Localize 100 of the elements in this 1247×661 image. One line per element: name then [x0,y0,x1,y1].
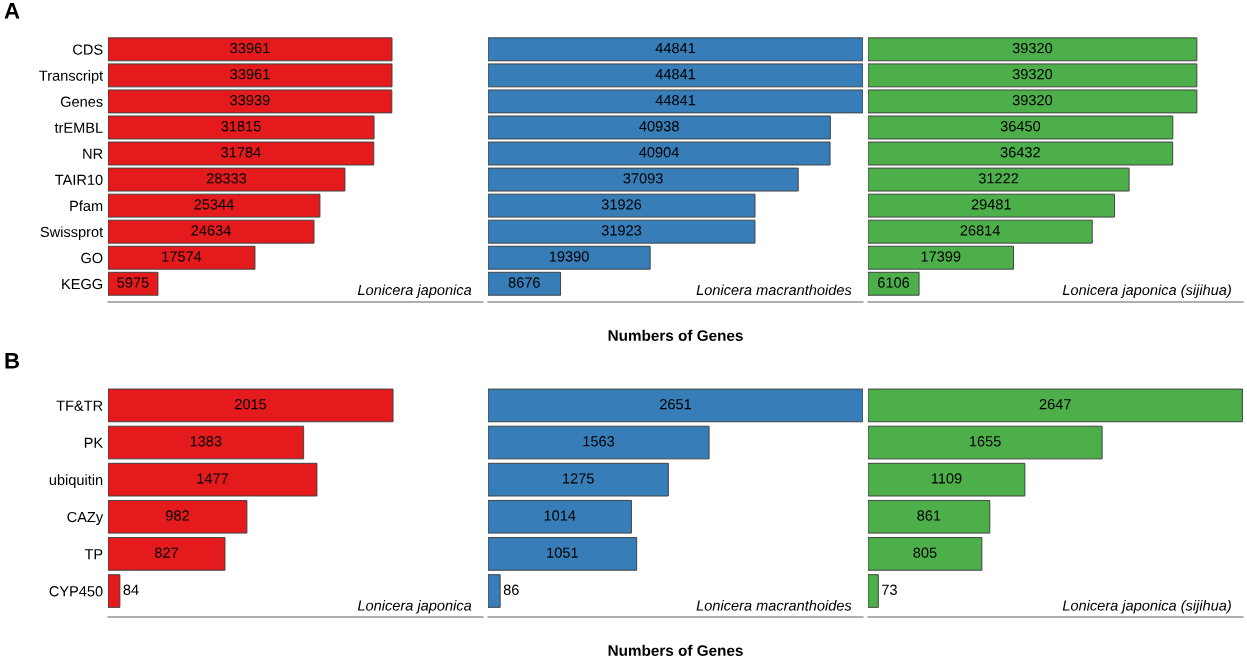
data-label: 44841 [655,95,696,106]
y-tick-label: GO [81,252,103,264]
bar [868,37,1198,62]
bar [108,388,394,423]
y-tick-label: Swissprot [40,226,104,240]
data-label: 33961 [230,68,270,80]
data-label: 28333 [206,173,247,184]
bar [868,63,1198,88]
data-label: 84 [123,584,139,595]
bar [108,462,318,497]
bar [488,271,562,296]
data-label: 805 [913,547,937,558]
x-axis-title: Numbers of Genes [608,329,743,341]
bar [488,574,501,608]
bar [108,37,393,62]
y-tick-label: NR [83,148,103,159]
bar [108,63,393,88]
bar [488,245,651,270]
data-label: 33961 [230,42,270,54]
data-label: 29481 [971,199,1011,210]
data-label: 40938 [639,121,679,132]
data-label: 31784 [221,147,261,158]
bar [488,63,863,88]
data-label: 6106 [878,277,910,288]
annotation: Lonicera japonica (sijihua) [1062,284,1231,298]
data-label: 2647 [1039,399,1071,410]
data-label: 1563 [583,436,615,447]
data-label: 44841 [655,42,696,54]
bar [868,462,1026,497]
data-label: 31815 [221,121,261,132]
bar [868,219,1093,244]
data-label: 73 [882,584,897,595]
y-tick-label: ubiquitin [49,474,103,488]
data-label: 5975 [117,277,149,288]
data-label: 1477 [197,473,228,484]
data-label: 36432 [1000,147,1040,158]
data-label: 8676 [508,277,540,288]
chart-title: A [4,3,20,19]
y-tick-label: KEGG [62,278,103,290]
bar [488,499,632,534]
data-label: 31222 [978,173,1019,184]
data-label: 33939 [230,95,270,106]
bar [868,388,1243,423]
y-tick-label: CAZy [67,511,104,526]
annotation: Lonicera japonica [357,599,472,614]
y-tick-label: TF&TR [56,400,103,411]
data-label: 44841 [655,68,696,80]
bar [488,537,638,571]
bar [868,574,879,608]
data-label: 26814 [960,225,1000,236]
y-tick-label: trEMBL [54,122,103,133]
y-tick-label: Transcript [39,70,104,84]
bar [108,245,256,270]
data-label: 861 [917,510,941,521]
bar [108,574,121,608]
annotation: Lonicera japonica (sijihua) [1062,599,1231,614]
data-label: 31926 [601,199,642,210]
data-label: 1109 [931,473,962,484]
bar [868,271,920,296]
data-label: 17399 [921,251,961,262]
data-label: 2651 [660,399,692,410]
y-tick-label: TAIR10 [55,174,103,185]
annotation: Lonicera japonica [357,284,472,298]
data-label: 39320 [1012,42,1053,54]
bar [868,193,1116,218]
data-label: 24634 [191,225,231,236]
data-label: 827 [154,547,178,558]
bar [488,388,863,423]
bar [108,537,226,571]
data-label: 1655 [969,436,1001,447]
bar [868,499,991,534]
chart-title: B [5,353,20,369]
y-tick-label: CDS [73,44,103,55]
bar [108,425,305,460]
y-tick-label: Genes [60,96,103,107]
data-label: 36450 [1000,121,1041,132]
bar [488,462,669,497]
data-label: 1051 [547,547,578,558]
bar [108,193,321,218]
data-label: 40904 [639,147,679,158]
annotation: Lonicera macranthoides [696,599,852,611]
y-tick-label: CYP450 [49,586,103,597]
annotation: Lonicera macranthoides [696,284,852,296]
data-label: 39320 [1012,68,1053,80]
bar [488,425,710,460]
data-label: 1275 [563,473,594,484]
data-label: 982 [165,510,189,521]
bar [108,271,159,296]
data-label: 25344 [194,199,234,210]
data-label: 86 [503,584,519,595]
data-label: 37093 [623,173,663,184]
data-label: 1014 [544,510,576,521]
bar [108,499,248,534]
bar [488,219,756,244]
data-label: 1383 [190,436,222,447]
data-label: 19390 [549,251,589,262]
bar [488,193,756,218]
y-tick-label: Pfam [70,200,103,212]
y-tick-label: PK [84,437,103,448]
y-tick-label: TP [84,549,103,560]
